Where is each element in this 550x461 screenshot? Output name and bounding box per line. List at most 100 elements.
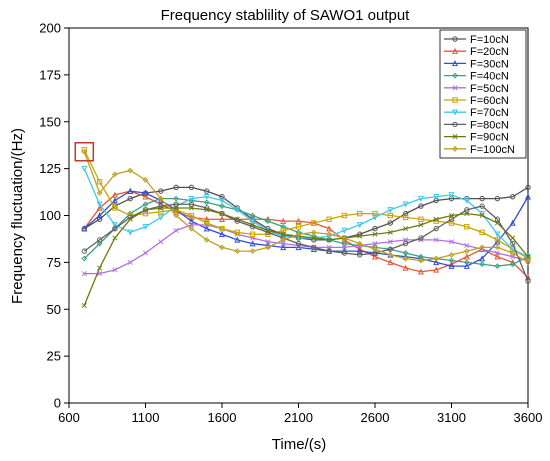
x-tick-label: 1600 [208,410,237,425]
data-point [112,205,118,211]
data-point [111,197,118,204]
data-point [127,187,134,194]
data-point [509,246,516,253]
data-point [525,254,531,260]
data-point [448,262,455,269]
data-point [451,47,459,54]
series-f-60cn [81,147,531,262]
data-point [188,184,195,191]
data-point [173,205,179,211]
data-point [295,224,302,230]
data-point [403,237,409,243]
data-point [510,235,516,241]
data-point [111,191,118,198]
data-point [219,211,225,217]
data-point [341,250,348,256]
data-point [452,97,458,103]
data-point [96,201,103,208]
data-point [448,220,455,226]
legend-item: F=100cN [444,144,515,156]
data-point [295,231,302,238]
y-tick-label: 125 [39,161,61,176]
series-line [84,224,529,275]
data-point [341,235,348,241]
data-point [142,201,149,208]
data-point [127,229,134,236]
data-point [433,259,440,266]
data-point [341,244,347,250]
data-point [158,205,164,211]
data-point [81,271,87,277]
data-point [280,236,287,243]
data-point [280,217,287,224]
data-point [509,250,516,256]
data-point [418,216,424,222]
legend-label: F=60cN [470,95,509,107]
data-point [479,229,485,236]
legend-item: F=90cN [444,132,509,144]
data-point [249,248,256,255]
data-point [97,265,103,271]
data-point [387,220,393,226]
y-axis-title: Frequency fluctuation/(Hz) [9,128,26,304]
data-point [96,237,103,243]
data-point [96,190,103,196]
data-point [403,226,409,232]
data-point [357,252,363,258]
data-point [452,121,458,128]
data-point [452,36,458,42]
data-point [218,197,226,204]
data-point [356,247,363,254]
legend-label: F=70cN [470,107,509,119]
data-point [494,244,501,251]
data-point [81,248,88,254]
data-point [203,225,210,232]
data-point [204,207,210,213]
data-point [157,214,164,221]
data-point [417,195,424,202]
data-point [264,218,271,225]
data-point [326,237,332,243]
data-point [448,257,455,264]
data-point [173,212,180,219]
data-point [463,259,470,266]
data-point [402,214,409,221]
data-point [112,225,118,232]
data-point [280,244,287,251]
data-point [219,225,225,232]
data-point [433,266,440,273]
legend-item: F=50cN [444,83,509,95]
data-point [433,194,440,201]
data-point [356,222,363,229]
x-tick-label: 2100 [284,410,313,425]
data-point [127,259,133,265]
data-point [433,237,439,243]
data-point [326,225,333,232]
data-point [81,225,88,232]
data-point [451,109,459,116]
data-point [280,227,286,234]
data-point [494,253,501,260]
series-f-70cn [81,165,532,261]
data-point [387,212,394,219]
y-tick-label: 25 [47,349,61,364]
data-point [479,255,486,262]
data-point [81,148,88,155]
data-point [219,194,225,200]
data-point [479,195,485,202]
data-point [464,207,470,213]
data-point [219,203,225,210]
legend-item: F=10cN [444,34,509,46]
data-point [418,222,424,228]
data-point [479,212,485,219]
data-point [448,212,455,219]
data-point [96,212,103,219]
x-axis-title: Time/(s) [272,436,326,453]
data-point [387,229,393,235]
data-point [452,72,458,79]
data-point [204,188,210,194]
data-point [372,225,378,232]
data-point [402,240,409,247]
data-point [372,246,378,253]
data-point [203,215,210,222]
